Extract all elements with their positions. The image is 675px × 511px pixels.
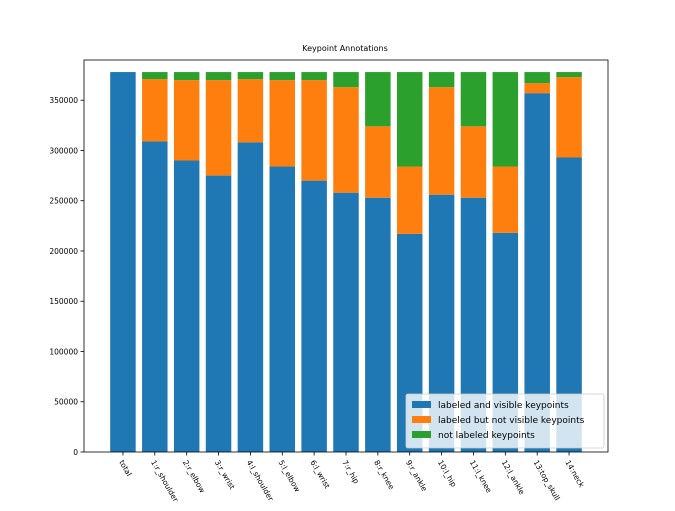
bar-12:l_ankle-series-2 bbox=[492, 72, 519, 167]
y-tick-label: 150000 bbox=[49, 297, 78, 306]
y-tick-label: 0 bbox=[73, 448, 78, 457]
bar-6:l_wrist-series-2 bbox=[301, 72, 327, 81]
bar-10:l_hip-series-1 bbox=[428, 87, 455, 195]
bar-8:r_knee-series-0 bbox=[365, 197, 391, 452]
y-tick-label: 200000 bbox=[49, 247, 78, 256]
bar-2:r_elbow-series-1 bbox=[173, 80, 200, 161]
bar-10:l_hip-series-2 bbox=[428, 72, 455, 88]
bar-4:l_shoulder-series-1 bbox=[237, 79, 264, 143]
bar-5:l_elbow-series-0 bbox=[269, 166, 296, 453]
bar-2:r_elbow-series-0 bbox=[173, 160, 200, 452]
bar-1:r_shoulder-series-1 bbox=[142, 79, 168, 142]
bar-14:neck-series-1 bbox=[556, 77, 582, 158]
bar-11:l_knee-series-1 bbox=[460, 126, 487, 198]
chart-title: Keypoint Annotations bbox=[302, 44, 388, 53]
bar-14:neck-series-2 bbox=[556, 72, 582, 78]
bar-12:l_ankle-series-1 bbox=[492, 166, 519, 233]
bar-11:l_knee-series-2 bbox=[460, 72, 487, 127]
bar-4:l_shoulder-series-0 bbox=[237, 142, 264, 453]
legend-swatch-2 bbox=[412, 431, 431, 438]
bars-layer bbox=[110, 72, 582, 453]
bar-2:r_elbow-series-2 bbox=[173, 72, 200, 81]
bar-5:l_elbow-series-2 bbox=[269, 72, 296, 81]
bar-1:r_shoulder-series-2 bbox=[142, 72, 168, 80]
bar-3:r_wrist-series-0 bbox=[205, 175, 232, 452]
legend: labeled and visible keypoints labeled but… bbox=[405, 393, 605, 449]
bar-7:r_hip-series-2 bbox=[333, 72, 359, 88]
bar-8:r_knee-series-1 bbox=[365, 126, 391, 198]
bar-total-series-0 bbox=[110, 72, 136, 452]
legend-swatch-1 bbox=[412, 416, 431, 423]
legend-label-2: not labeled keypoints bbox=[438, 431, 535, 441]
bar-9:r_ankle-series-1 bbox=[396, 166, 423, 234]
bar-5:l_elbow-series-1 bbox=[269, 80, 296, 167]
bar-13:top_skull-series-0 bbox=[524, 93, 550, 453]
y-tick-label: 100000 bbox=[49, 347, 78, 356]
bar-7:r_hip-series-0 bbox=[333, 192, 359, 452]
bar-6:l_wrist-series-1 bbox=[301, 80, 327, 181]
bar-6:l_wrist-series-0 bbox=[301, 180, 327, 452]
legend-label-1: labeled but not visible keypoints bbox=[438, 416, 585, 426]
bar-4:l_shoulder-series-2 bbox=[237, 72, 264, 80]
bar-3:r_wrist-series-2 bbox=[205, 72, 232, 81]
bar-7:r_hip-series-1 bbox=[333, 87, 359, 193]
bar-9:r_ankle-series-2 bbox=[396, 72, 423, 167]
legend-swatch-0 bbox=[412, 401, 431, 408]
y-tick-label: 300000 bbox=[49, 146, 78, 155]
legend-label-0: labeled and visible keypoints bbox=[438, 401, 569, 411]
bar-3:r_wrist-series-1 bbox=[205, 80, 232, 176]
bar-8:r_knee-series-2 bbox=[365, 72, 391, 127]
y-tick-label: 50000 bbox=[54, 398, 78, 407]
bar-13:top_skull-series-1 bbox=[524, 83, 550, 94]
legend-box bbox=[405, 393, 605, 449]
bar-1:r_shoulder-series-0 bbox=[142, 141, 168, 453]
y-tick-label: 350000 bbox=[49, 96, 78, 105]
y-tick-label: 250000 bbox=[49, 197, 78, 206]
bar-13:top_skull-series-2 bbox=[524, 72, 550, 84]
